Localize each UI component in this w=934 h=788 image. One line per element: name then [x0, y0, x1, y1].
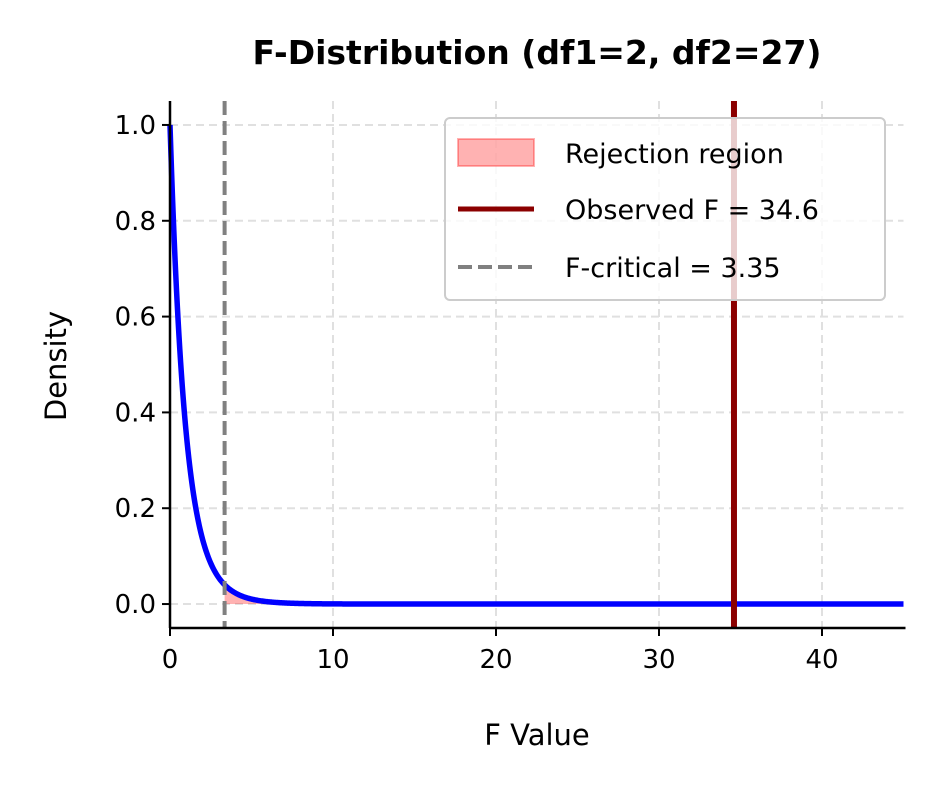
pdf-curve [167, 124, 904, 607]
x-tick-label: 40 [805, 645, 838, 675]
y-tick-label: 0.2 [115, 494, 156, 524]
legend: Rejection region Observed F = 34.6 F-cri… [444, 117, 886, 301]
y-tick-label: 0.4 [115, 398, 156, 428]
legend-label-critical: F-critical = 3.35 [565, 253, 781, 284]
x-tick-label: 30 [642, 645, 675, 675]
chart-title: F-Distribution (df1=2, df2=27) [252, 33, 821, 72]
legend-swatch-rejection [457, 138, 535, 167]
x-axis-label: F Value [484, 718, 590, 752]
y-tick-label: 0.8 [115, 207, 156, 237]
legend-label-observed: Observed F = 34.6 [565, 195, 819, 226]
x-tick-label: 10 [316, 645, 349, 675]
legend-label-rejection: Rejection region [565, 139, 784, 170]
axes: 0 10 20 30 40 0.0 0.2 0.4 0.6 0.8 1.0 [115, 101, 906, 675]
y-axis-label: Density [39, 311, 73, 421]
y-tick-label: 0.6 [115, 303, 156, 333]
y-tick-label: 1.0 [115, 111, 156, 141]
y-tick-label: 0.0 [115, 590, 156, 620]
x-tick-label: 20 [479, 645, 512, 675]
x-tick-label: 0 [162, 645, 179, 675]
